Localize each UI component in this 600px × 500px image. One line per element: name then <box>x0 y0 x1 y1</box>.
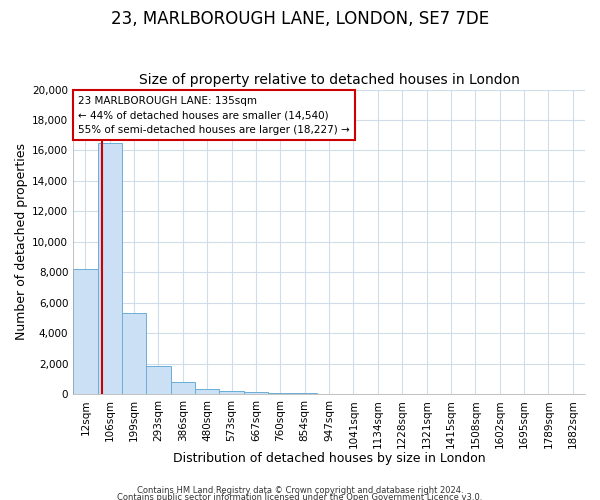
Bar <box>268 392 293 394</box>
Text: Contains HM Land Registry data © Crown copyright and database right 2024.: Contains HM Land Registry data © Crown c… <box>137 486 463 495</box>
Text: 23, MARLBOROUGH LANE, LONDON, SE7 7DE: 23, MARLBOROUGH LANE, LONDON, SE7 7DE <box>111 10 489 28</box>
Bar <box>98 143 122 394</box>
Text: 23 MARLBOROUGH LANE: 135sqm
← 44% of detached houses are smaller (14,540)
55% of: 23 MARLBOROUGH LANE: 135sqm ← 44% of det… <box>78 96 350 135</box>
Bar <box>220 392 244 394</box>
Bar <box>122 314 146 394</box>
Bar <box>244 392 268 394</box>
Title: Size of property relative to detached houses in London: Size of property relative to detached ho… <box>139 73 520 87</box>
Bar <box>146 366 170 394</box>
Bar <box>195 390 220 394</box>
Bar <box>293 393 317 394</box>
Bar <box>73 270 98 394</box>
X-axis label: Distribution of detached houses by size in London: Distribution of detached houses by size … <box>173 452 485 465</box>
Y-axis label: Number of detached properties: Number of detached properties <box>15 144 28 340</box>
Bar <box>170 382 195 394</box>
Text: Contains public sector information licensed under the Open Government Licence v3: Contains public sector information licen… <box>118 494 482 500</box>
